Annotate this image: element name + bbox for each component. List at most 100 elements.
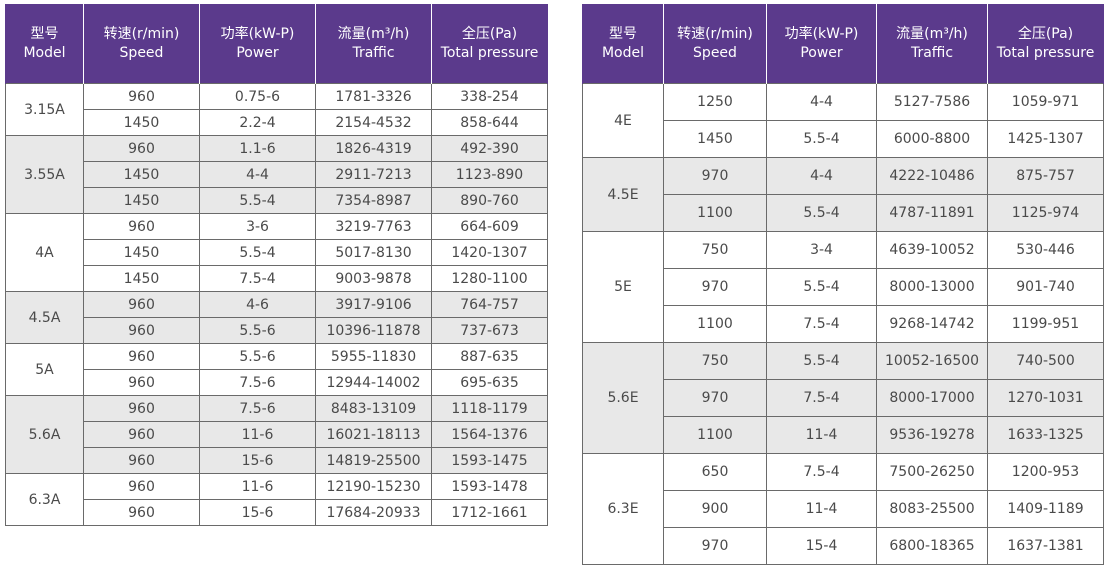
speed-cell: 960 [83,291,200,318]
table-row: 4A 960 3-6 3219-7763 664-609 [5,213,548,292]
model-cell: 5E [582,231,664,343]
speed-cell: 650 [663,453,767,491]
traffic-cell: 9536-19278 [876,416,988,454]
speed-cell: 960 [83,369,200,396]
table-row: 960 7.5-6 12944-14002 695-635 [6,369,548,396]
table-row: 5.6E 750 5.5-4 10052-16500 740-500 [582,342,1104,454]
traffic-cell: 3917-9106 [315,291,432,318]
header-total-pressure: 全压(Pa) Total pressure [431,4,548,84]
table-header: 型号 Model 转速(r/min) Speed 功率(kW-P) Power 流量(… [582,4,1104,84]
pressure-cell: 1712-1661 [431,499,548,526]
table-row: 960 15-6 17684-20933 1712-1661 [6,499,548,526]
pressure-cell: 1199-951 [987,305,1104,343]
speed-cell: 1450 [83,161,200,188]
table-row: 960 11-6 16021-18113 1564-1376 [6,421,548,448]
traffic-cell: 8483-13109 [315,395,432,422]
traffic-cell: 4639-10052 [876,231,988,269]
pressure-cell: 1123-890 [431,161,548,188]
power-cell: 15-6 [199,447,316,474]
pressure-cell: 1633-1325 [987,416,1104,454]
model-cell: 3.55A [5,135,84,214]
header-speed: 转速(r/min) Speed [83,4,200,84]
table-row: 5E 750 3-4 4639-10052 530-446 [582,231,1104,343]
spec-table-a-series: 型号 Model 转速(r/min) Speed 功率(kW-P) Power 流量(… [5,4,548,526]
speed-cell: 1450 [663,120,767,158]
power-cell: 7.5-4 [199,265,316,292]
speed-cell: 1100 [663,416,767,454]
pressure-cell: 1125-974 [987,194,1104,232]
traffic-cell: 10396-11878 [315,317,432,344]
table-row: 960 5.5-6 10396-11878 737-673 [6,317,548,344]
traffic-cell: 4222-10486 [876,157,988,195]
speed-cell: 960 [83,343,200,370]
power-cell: 7.5-6 [199,395,316,422]
table-row: 5A 960 5.5-6 5955-11830 887-635 [5,343,548,396]
table-row: 4.5E 970 4-4 4222-10486 875-757 [582,157,1104,232]
table-row: 900 11-4 8083-25500 1409-1189 [583,490,1104,528]
traffic-cell: 5955-11830 [315,343,432,370]
traffic-cell: 7500-26250 [876,453,988,491]
pressure-cell: 1420-1307 [431,239,548,266]
table-header: 型号 Model 转速(r/min) Speed 功率(kW-P) Power 流量(… [5,4,548,84]
speed-cell: 960 [83,421,200,448]
pressure-cell: 664-609 [431,213,548,240]
power-cell: 5.5-4 [199,187,316,214]
table-row: 3.15A 960 0.75-6 1781-3326 338-254 [5,83,548,136]
traffic-cell: 5017-8130 [315,239,432,266]
traffic-cell: 10052-16500 [876,342,988,380]
table-row: 1450 4-4 2911-7213 1123-890 [6,161,548,188]
header-power: 功率(kW-P) Power [199,4,316,84]
speed-cell: 1450 [83,239,200,266]
pressure-cell: 1409-1189 [987,490,1104,528]
traffic-cell: 5127-7586 [876,83,988,121]
model-cell: 5A [5,343,84,396]
traffic-cell: 12190-15230 [315,473,432,500]
speed-cell: 1100 [663,305,767,343]
pressure-cell: 1059-971 [987,83,1104,121]
power-cell: 7.5-4 [766,379,877,417]
pressure-cell: 1280-1100 [431,265,548,292]
power-cell: 4-6 [199,291,316,318]
power-cell: 7.5-6 [199,369,316,396]
speed-cell: 960 [83,135,200,162]
power-cell: 5.5-4 [766,120,877,158]
power-cell: 5.5-4 [766,194,877,232]
header-model: 型号 Model [582,4,664,84]
traffic-cell: 9268-14742 [876,305,988,343]
power-cell: 11-6 [199,473,316,500]
pressure-cell: 530-446 [987,231,1104,269]
model-cell: 3.15A [5,83,84,136]
traffic-cell: 8000-17000 [876,379,988,417]
traffic-cell: 17684-20933 [315,499,432,526]
power-cell: 15-4 [766,527,877,565]
pressure-cell: 875-757 [987,157,1104,195]
traffic-cell: 3219-7763 [315,213,432,240]
model-cell: 6.3E [582,453,664,565]
pressure-cell: 901-740 [987,268,1104,306]
power-cell: 7.5-4 [766,453,877,491]
pressure-cell: 695-635 [431,369,548,396]
traffic-cell: 16021-18113 [315,421,432,448]
pressure-cell: 1593-1475 [431,447,548,474]
power-cell: 5.5-6 [199,343,316,370]
pressure-cell: 737-673 [431,317,548,344]
model-cell: 5.6A [5,395,84,474]
pressure-cell: 1564-1376 [431,421,548,448]
table-row: 5.6A 960 7.5-6 8483-13109 1118-1179 [5,395,548,474]
speed-cell: 960 [83,499,200,526]
traffic-cell: 4787-11891 [876,194,988,232]
speed-cell: 750 [663,342,767,380]
pressure-cell: 1593-1478 [431,473,548,500]
pressure-cell: 890-760 [431,187,548,214]
header-speed: 转速(r/min) Speed [663,4,767,84]
model-cell: 4.5E [582,157,664,232]
power-cell: 2.2-4 [199,109,316,136]
model-cell: 6.3A [5,473,84,526]
speed-cell: 750 [663,231,767,269]
table-row: 6.3E 650 7.5-4 7500-26250 1200-953 [582,453,1104,565]
pressure-cell: 1200-953 [987,453,1104,491]
model-cell: 4E [582,83,664,158]
table-row: 1450 5.5-4 6000-8800 1425-1307 [583,120,1104,158]
table-row: 1100 11-4 9536-19278 1633-1325 [583,416,1104,454]
pressure-cell: 740-500 [987,342,1104,380]
